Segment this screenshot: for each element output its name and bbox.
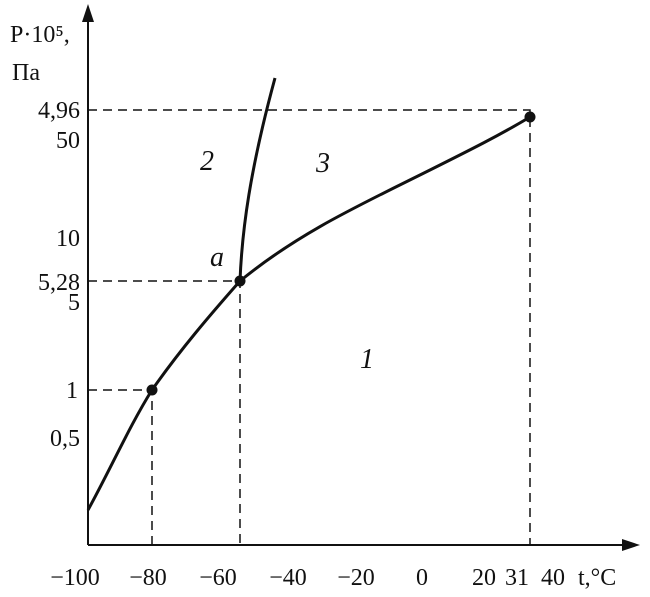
x-axis-label: t,°C xyxy=(578,565,616,591)
guide-line xyxy=(88,109,531,545)
boiling-curve xyxy=(239,115,531,283)
y-tick-label: 4,96 xyxy=(38,98,80,124)
x-tick-label: 40 xyxy=(541,565,565,591)
x-arrow xyxy=(622,539,640,551)
y-tick-label: 50 xyxy=(56,128,80,154)
y-axis-label: P·10⁵, xyxy=(10,22,70,48)
region-label: 2 xyxy=(200,146,214,177)
y-tick-label: 5 xyxy=(68,290,80,316)
x-tick-label: −40 xyxy=(269,565,307,591)
y-tick-label: 5,28 xyxy=(38,270,80,296)
guide-line xyxy=(88,389,153,545)
y-tick-label: 1 xyxy=(66,378,78,404)
x-tick-label: 31 xyxy=(505,565,529,591)
melting-curve xyxy=(238,77,277,282)
y-arrow xyxy=(82,4,94,22)
y-axis-unit: Па xyxy=(12,60,40,86)
sublimation-curve xyxy=(86,280,242,511)
x-tick-label: 0 xyxy=(416,565,428,591)
triple-point xyxy=(234,275,246,287)
x-tick-label: −60 xyxy=(199,565,237,591)
critical-point xyxy=(524,111,536,123)
region-label: 1 xyxy=(360,344,374,375)
guide-line xyxy=(88,280,241,545)
point-label: a xyxy=(210,242,224,273)
point xyxy=(146,384,158,396)
x-tick-label: 20 xyxy=(472,565,496,591)
x-tick-label: −80 xyxy=(129,565,167,591)
y-tick-label: 10 xyxy=(56,226,80,252)
x-tick-label: −100 xyxy=(50,565,100,591)
x-tick-label: −20 xyxy=(337,565,375,591)
region-label: 3 xyxy=(315,148,330,179)
y-tick-label: 0,5 xyxy=(50,426,80,452)
